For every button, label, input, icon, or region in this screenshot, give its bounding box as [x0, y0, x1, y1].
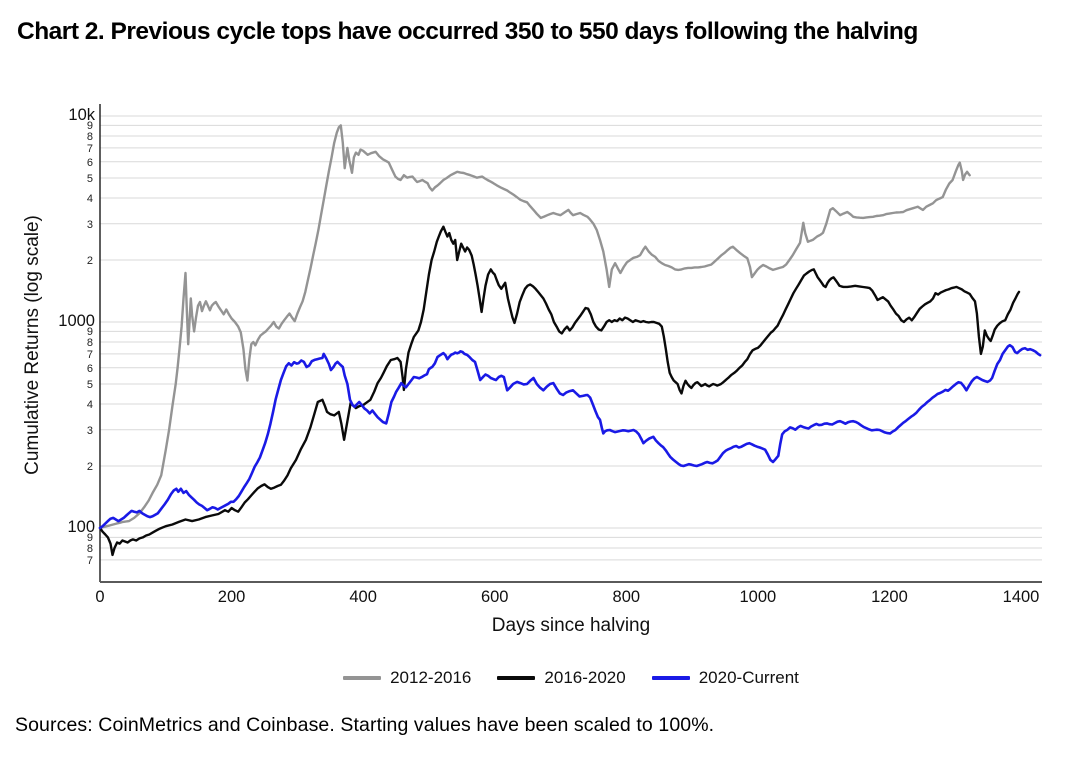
y-tick-label-minor: 5 [86, 173, 93, 185]
legend-label: 2016-2020 [544, 668, 626, 687]
y-tick-label-minor: 3 [86, 424, 93, 437]
y-tick-label-minor: 6 [86, 362, 93, 375]
chart-area: Cumulative Returns (log scale) Days sinc… [22, 104, 1042, 687]
y-tick-label-major: 1000 [58, 312, 95, 330]
legend-item-2016-2020: 2016-2020 [497, 668, 626, 688]
series-line-2020-current [98, 343, 1042, 530]
source-note: Sources: CoinMetrics and Coinbase. Start… [15, 714, 715, 736]
y-tick-label-major: 100 [67, 518, 95, 536]
x-tick-label: 600 [480, 588, 509, 606]
chart-title: Chart 2. Previous cycle tops have occurr… [17, 18, 918, 45]
x-tick-label: 200 [217, 588, 246, 606]
y-tick-label-minor: 5 [86, 379, 93, 391]
legend-label: 2020-Current [698, 668, 799, 687]
y-tick-label-major: 10k [68, 106, 95, 124]
legend-item-2020-current: 2020-Current [651, 668, 799, 688]
series-line-2012-2016 [98, 124, 971, 530]
chart-plot [98, 104, 1042, 583]
chart-legend: 2012-2016 2016-2020 2020-Current [100, 668, 1042, 688]
y-tick-label-minor: 4 [86, 398, 93, 411]
legend-swatch-2012-2016 [343, 676, 382, 680]
y-tick-label-minor: 8 [86, 130, 93, 143]
legend-swatch-2020-current [651, 676, 690, 680]
x-tick-label: 1400 [1002, 588, 1040, 606]
y-tick-label-minor: 9 [86, 532, 93, 545]
legend-item-2012-2016: 2012-2016 [343, 668, 471, 688]
x-axis-title: Days since halving [491, 615, 651, 636]
legend-label: 2012-2016 [390, 668, 472, 687]
y-tick-label-minor: 8 [86, 542, 93, 555]
series-line-2016-2020 [98, 225, 1021, 557]
y-tick-label-minor: 2 [86, 254, 93, 267]
x-tick-label: 800 [612, 588, 641, 606]
x-tick-label: 1000 [739, 588, 777, 606]
y-tick-label-minor: 2 [86, 460, 93, 473]
x-tick-label: 0 [95, 588, 105, 606]
legend-swatch-2016-2020 [497, 676, 536, 680]
y-tick-label-minor: 3 [86, 218, 93, 231]
x-tick-label: 1200 [871, 588, 908, 606]
y-tick-label-minor: 9 [86, 326, 93, 339]
y-tick-label-minor: 7 [86, 348, 93, 361]
y-tick-label-minor: 7 [86, 142, 93, 155]
x-tick-label: 400 [349, 588, 377, 606]
y-tick-label-minor: 7 [86, 554, 93, 567]
y-tick-label-minor: 6 [86, 156, 93, 169]
y-tick-label-minor: 4 [86, 192, 93, 205]
y-tick-label-minor: 8 [86, 336, 93, 349]
y-tick-label-minor: 9 [86, 120, 93, 133]
